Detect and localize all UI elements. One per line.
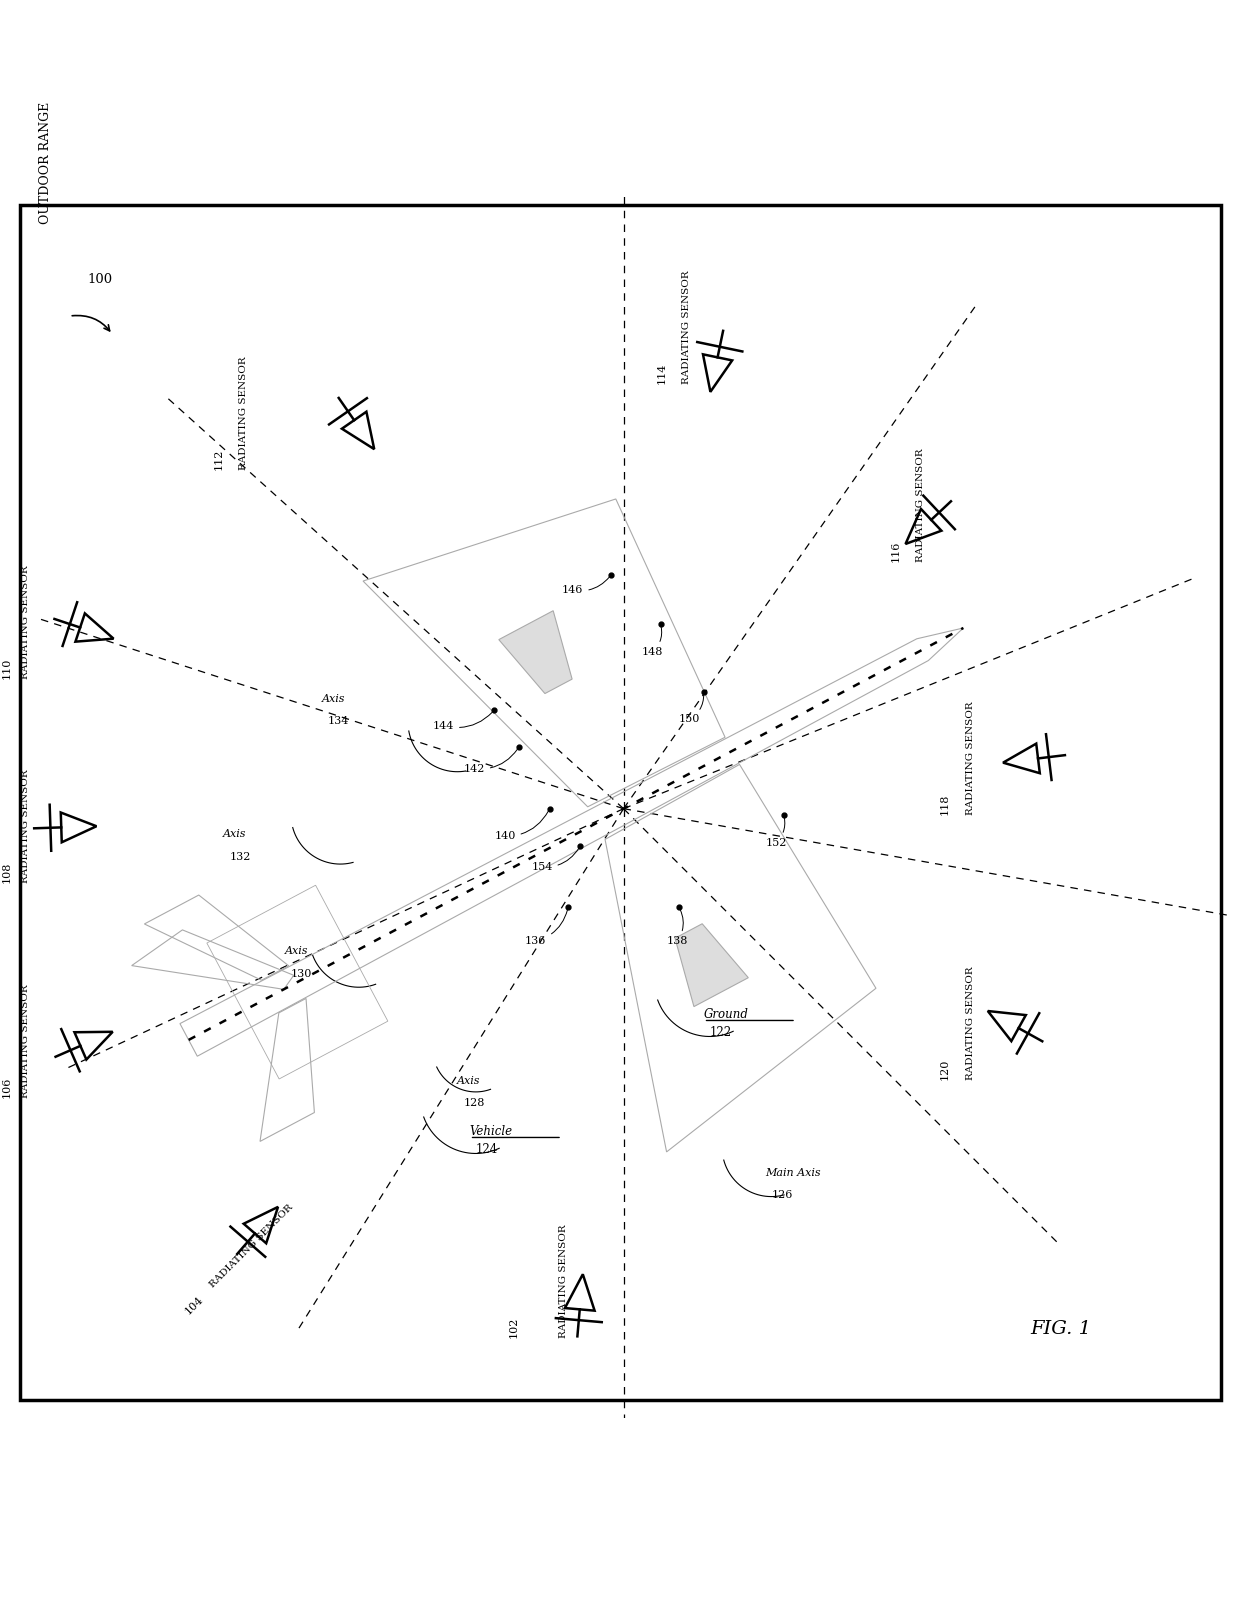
Text: 130: 130: [291, 968, 312, 979]
Text: 142: 142: [464, 750, 517, 774]
Text: 154: 154: [531, 847, 579, 872]
Text: Main Axis: Main Axis: [765, 1168, 821, 1178]
Text: 114: 114: [657, 363, 667, 384]
Text: RADIATING SENSOR: RADIATING SENSOR: [916, 449, 925, 562]
Polygon shape: [498, 612, 572, 693]
Text: 128: 128: [464, 1098, 485, 1107]
Text: Vehicle: Vehicle: [470, 1125, 513, 1138]
Text: OUTDOOR RANGE: OUTDOOR RANGE: [38, 101, 52, 223]
Text: 112: 112: [213, 449, 223, 470]
Text: RADIATING SENSOR: RADIATING SENSOR: [966, 701, 975, 815]
Text: 132: 132: [229, 852, 250, 862]
Text: 102: 102: [508, 1316, 518, 1339]
Text: 146: 146: [562, 576, 610, 595]
Text: 120: 120: [940, 1058, 950, 1080]
Text: RADIATING SENSOR: RADIATING SENSOR: [682, 270, 691, 384]
Text: RADIATING SENSOR: RADIATING SENSOR: [966, 966, 975, 1080]
Text: 140: 140: [495, 811, 548, 841]
Text: 152: 152: [765, 817, 786, 847]
Text: 126: 126: [771, 1191, 792, 1201]
Text: Ground: Ground: [703, 1008, 749, 1021]
Text: 104: 104: [184, 1294, 205, 1316]
Text: RADIATING SENSOR: RADIATING SENSOR: [239, 356, 248, 470]
Text: 122: 122: [709, 1027, 732, 1040]
Text: Axis: Axis: [285, 947, 309, 957]
Text: 150: 150: [680, 695, 704, 724]
Text: FIG. 1: FIG. 1: [1030, 1321, 1091, 1339]
Text: RADIATING SENSOR: RADIATING SENSOR: [559, 1225, 568, 1339]
Text: 116: 116: [890, 541, 900, 562]
Text: 106: 106: [1, 1077, 11, 1098]
Text: 134: 134: [329, 716, 350, 725]
Text: 118: 118: [940, 793, 950, 815]
Text: 144: 144: [433, 713, 492, 730]
Text: RADIATING SENSOR: RADIATING SENSOR: [21, 984, 30, 1098]
Polygon shape: [675, 924, 748, 1006]
Text: 124: 124: [476, 1143, 498, 1157]
Text: Axis: Axis: [458, 1075, 481, 1085]
Text: RADIATING SENSOR: RADIATING SENSOR: [21, 769, 30, 883]
Text: 148: 148: [642, 626, 663, 656]
Text: RADIATING SENSOR: RADIATING SENSOR: [21, 565, 30, 679]
Text: Axis: Axis: [223, 830, 247, 839]
Text: 138: 138: [667, 910, 688, 945]
Text: 100: 100: [88, 273, 113, 286]
Text: 108: 108: [1, 862, 11, 883]
Text: RADIATING SENSOR: RADIATING SENSOR: [208, 1202, 295, 1289]
Text: 110: 110: [1, 658, 11, 679]
Text: Axis: Axis: [322, 693, 346, 705]
Text: 136: 136: [525, 910, 568, 945]
